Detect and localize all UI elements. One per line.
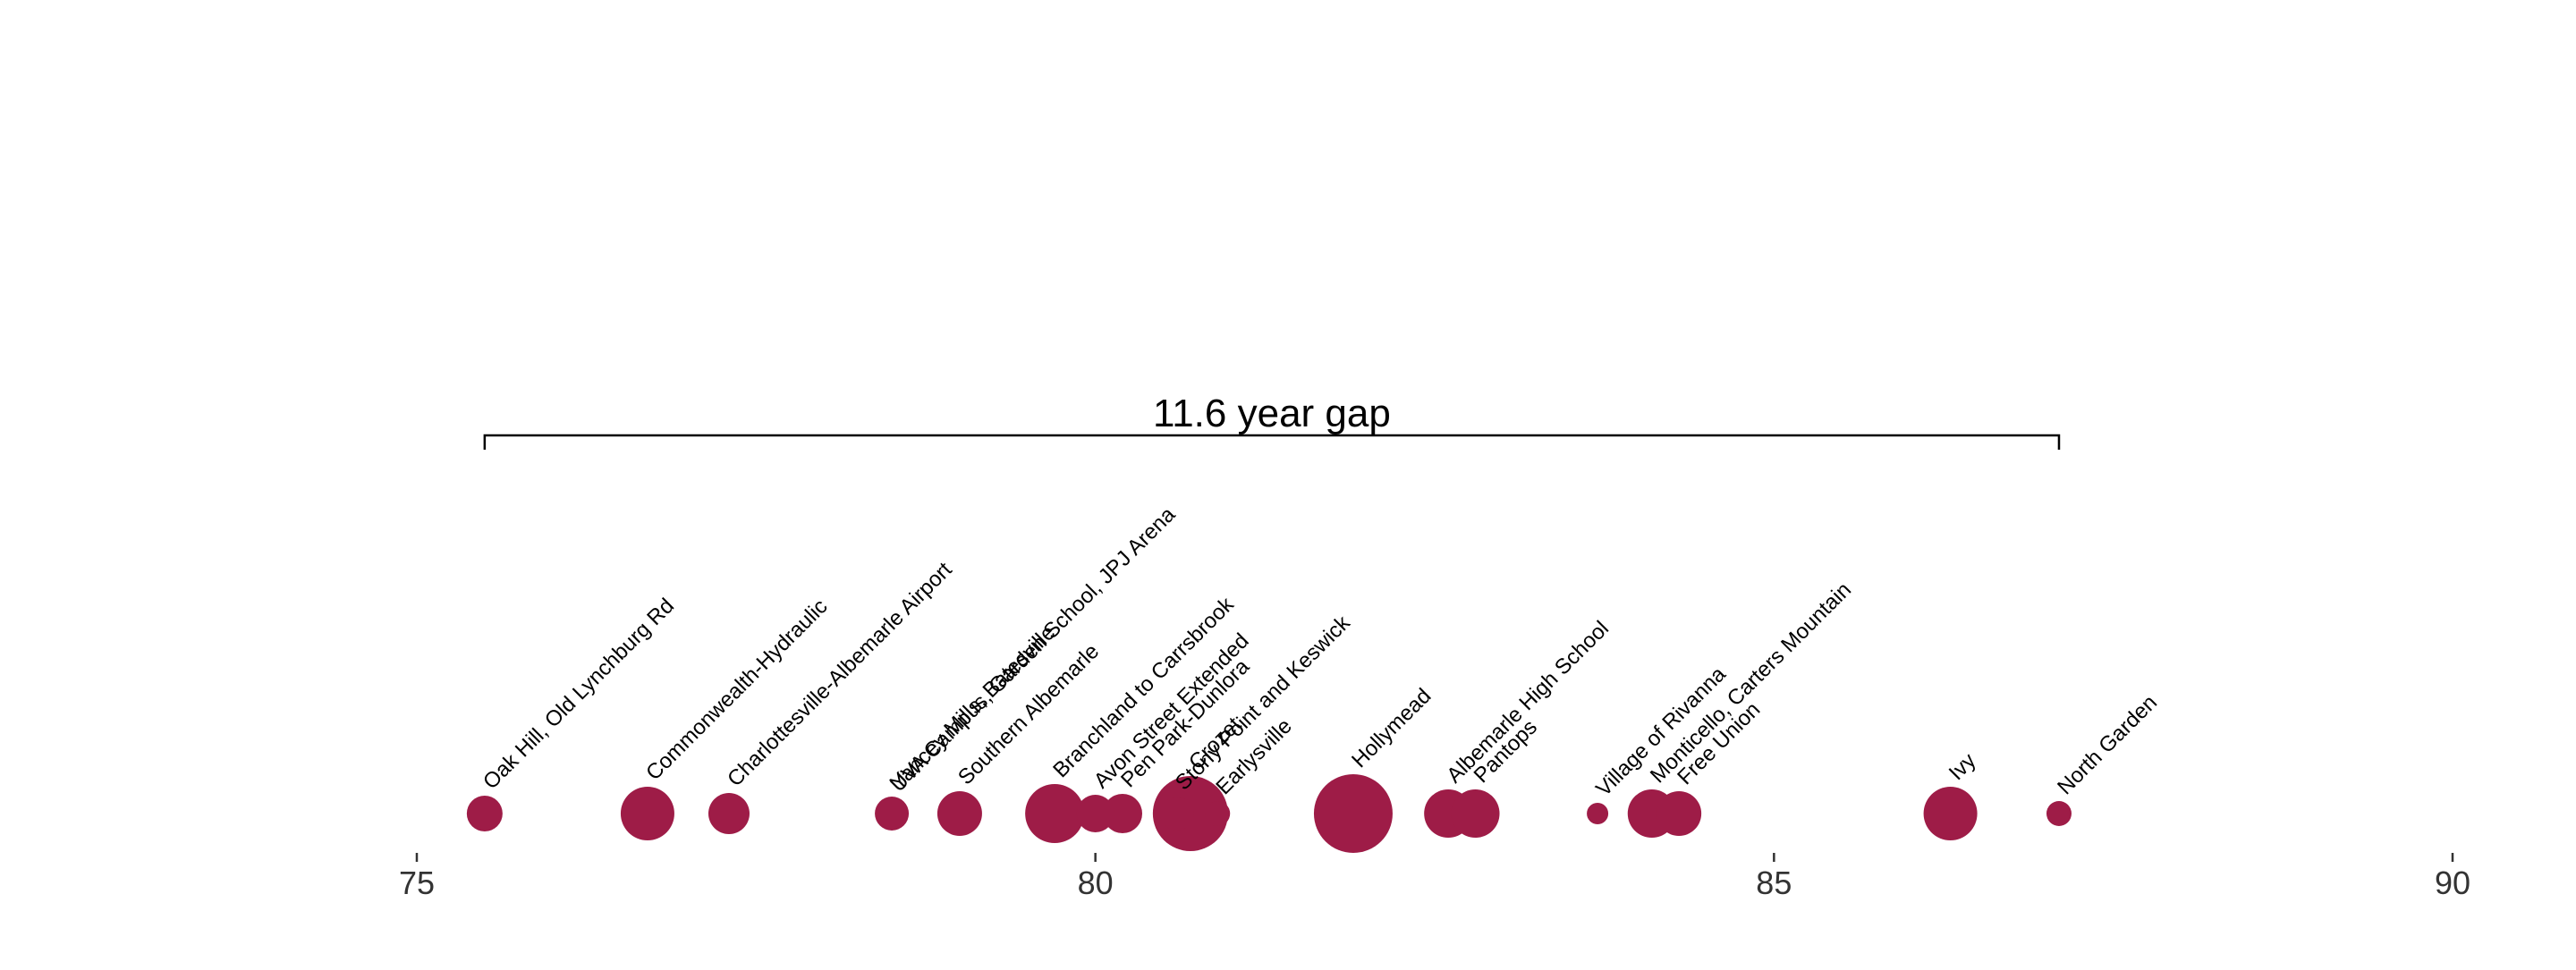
data-point <box>1657 791 1702 836</box>
data-point <box>936 791 982 836</box>
point-label: Commonwealth-Hydraulic <box>641 595 832 785</box>
data-point <box>1025 784 1085 843</box>
data-point <box>1159 797 1194 831</box>
gap-bracket: 11.6 year gap <box>483 392 2061 450</box>
data-point <box>1923 787 1978 840</box>
point-label: North Garden <box>2053 690 2162 799</box>
point-label: Albemarle High School <box>1442 617 1614 789</box>
data-point <box>2046 801 2072 826</box>
data-point <box>1103 794 1143 833</box>
data-point <box>1313 774 1393 853</box>
data-point <box>708 793 750 834</box>
data-point <box>620 787 674 840</box>
points-layer <box>466 774 2072 853</box>
gap-bracket-line <box>483 434 2061 450</box>
data-point <box>1451 789 1500 838</box>
x-tick-label: 85 <box>1756 865 1792 901</box>
x-tick-label: 90 <box>2435 865 2470 901</box>
x-axis: 75 80 85 90 <box>399 853 2470 901</box>
data-point <box>1587 803 1609 824</box>
data-point <box>877 798 908 829</box>
x-tick-label: 80 <box>1078 865 1114 901</box>
point-labels-layer: Oak Hill, Old Lynchburg RdCommonwealth-H… <box>479 502 2162 802</box>
data-point <box>1076 795 1114 832</box>
data-point <box>1205 801 1231 826</box>
point-label: Hollymead <box>1347 684 1436 772</box>
point-label: Ivy <box>1945 748 1981 785</box>
x-tick-label: 75 <box>399 865 435 901</box>
data-point <box>466 796 503 831</box>
point-label: Monticello, Carters Mountain <box>1646 578 1856 788</box>
gap-annotation-label: 11.6 year gap <box>1153 392 1391 435</box>
